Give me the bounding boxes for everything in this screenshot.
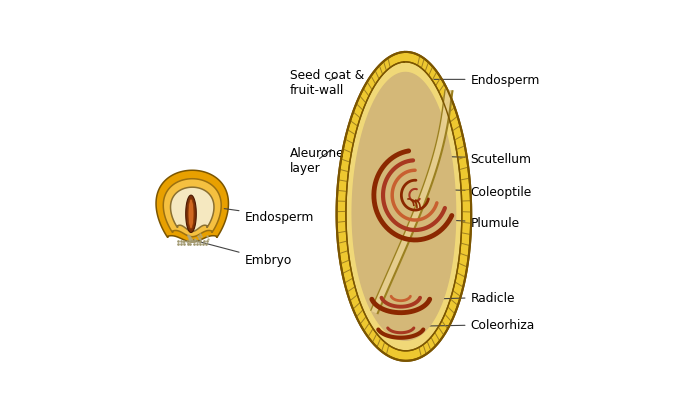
Text: Coleoptile: Coleoptile <box>440 185 531 198</box>
Text: Aleurone
layer: Aleurone layer <box>290 147 345 175</box>
Text: Seed coat &
fruit-wall: Seed coat & fruit-wall <box>290 69 364 97</box>
Polygon shape <box>170 188 214 232</box>
Text: Endosperm: Endosperm <box>434 74 540 87</box>
Polygon shape <box>371 91 453 313</box>
Polygon shape <box>163 179 221 237</box>
Text: Coleorhiza: Coleorhiza <box>401 318 535 331</box>
Polygon shape <box>352 73 455 341</box>
Text: Plumule: Plumule <box>426 217 520 230</box>
Text: Scutellum: Scutellum <box>448 153 531 166</box>
Text: Radicle: Radicle <box>409 291 515 304</box>
Polygon shape <box>188 199 194 229</box>
Polygon shape <box>156 171 228 242</box>
Polygon shape <box>346 63 462 351</box>
Polygon shape <box>336 53 471 361</box>
Polygon shape <box>185 196 197 233</box>
Text: Embryo: Embryo <box>193 241 292 267</box>
Text: Endosperm: Endosperm <box>224 209 314 223</box>
